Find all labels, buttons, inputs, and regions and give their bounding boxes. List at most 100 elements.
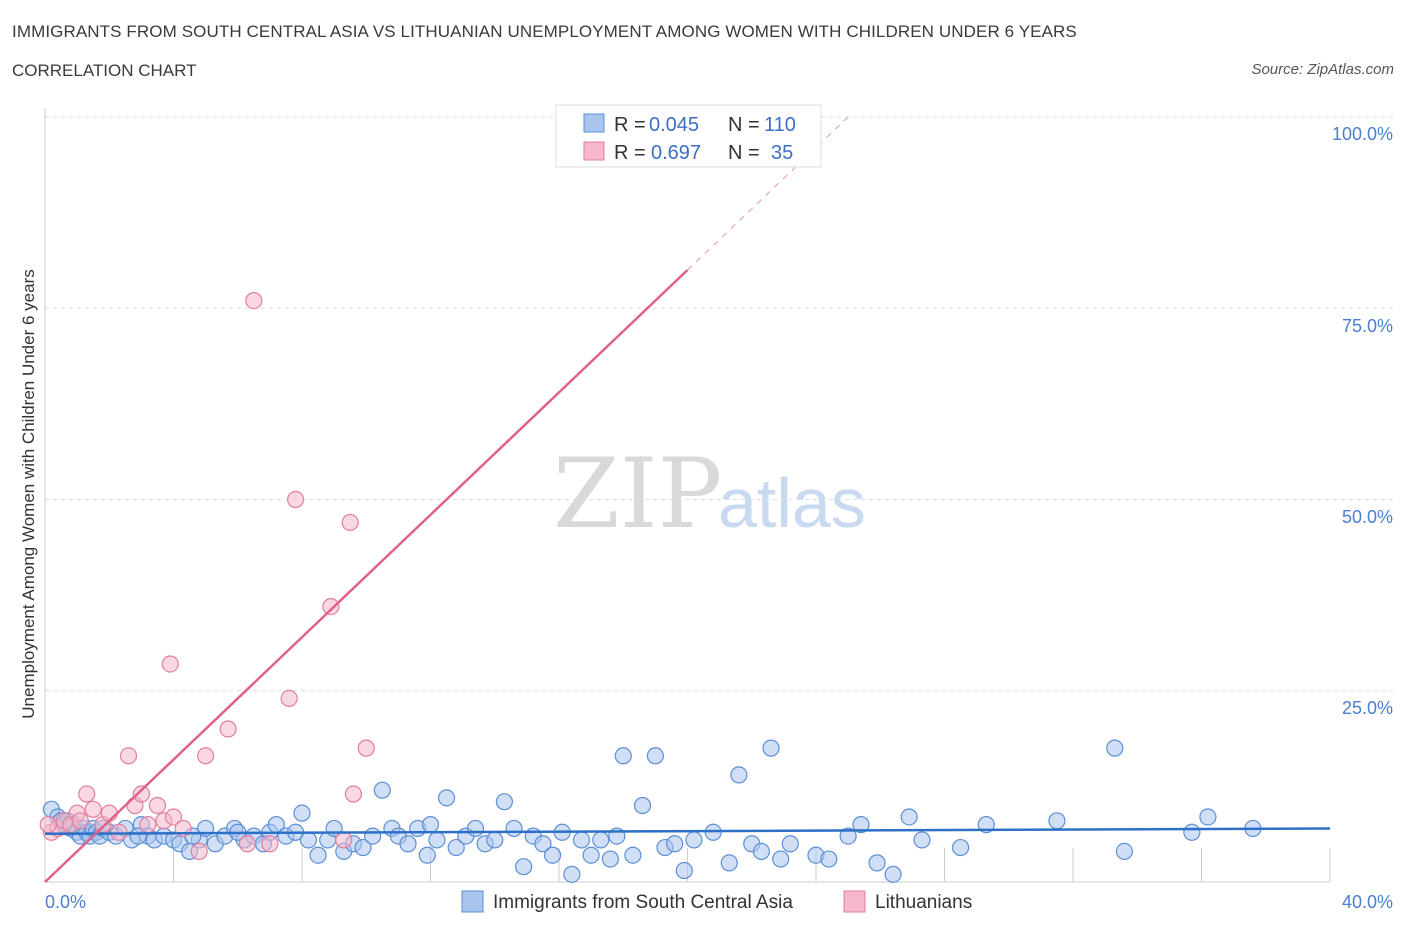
bottom-legend-swatch-pink (843, 890, 866, 913)
series-lithuanians-points (39, 108, 587, 861)
point-immigrants-62 (505, 819, 523, 838)
point-immigrants-61 (495, 793, 513, 811)
point-immigrants-87 (762, 739, 780, 757)
point-immigrants-55 (437, 789, 456, 807)
bottom-legend-swatch-blue (461, 890, 484, 913)
point-immigrants-102 (1115, 842, 1134, 861)
point-immigrants-76 (633, 796, 652, 815)
point-immigrants-98 (951, 838, 970, 857)
y-tick-label-100: 100.0% (1332, 124, 1393, 144)
legend-r-label-blue: R = (614, 114, 646, 136)
point-immigrants-48 (373, 781, 391, 799)
legend-r-label-pink: R = (614, 142, 646, 164)
point-immigrants-104 (1199, 808, 1217, 826)
point-immigrants-54 (428, 831, 446, 849)
point-immigrants-53 (418, 846, 436, 864)
point-immigrants-101 (1106, 739, 1124, 757)
point-lithuanians-13 (139, 816, 157, 834)
chart-subtitle: CORRELATION CHART (12, 61, 197, 80)
point-immigrants-84 (730, 766, 748, 784)
bottom-legend-label-immigrants: Immigrants from South Central Asia (493, 892, 793, 913)
point-immigrants-86 (752, 842, 770, 861)
correlation-legend: R = 0.045 N = 110 R = 0.697 N = 35 (555, 104, 822, 168)
bottom-legend-label-lithuanians: Lithuanians (875, 892, 972, 913)
point-immigrants-108 (421, 816, 440, 834)
point-immigrants-69 (572, 831, 591, 849)
point-immigrants-65 (534, 835, 552, 853)
point-lithuanians-16 (161, 655, 179, 673)
series-legend: Immigrants from South Central Asia Lithu… (461, 890, 972, 913)
y-tick-label-75: 75.0% (1342, 316, 1393, 336)
point-immigrants-94 (868, 854, 886, 872)
x-axis-ticks (173, 848, 1331, 882)
point-lithuanians-33 (39, 816, 57, 834)
point-lithuanians-12 (132, 785, 150, 803)
point-immigrants-47 (364, 827, 382, 845)
point-immigrants-91 (820, 850, 838, 868)
point-lithuanians-14 (148, 796, 167, 815)
point-lithuanians-10 (119, 747, 138, 765)
source-label: Source: ZipAtlas.com (1251, 61, 1394, 78)
point-immigrants-60 (486, 831, 504, 849)
point-lithuanians-24 (261, 835, 279, 853)
y-axis-label: Unemployment Among Women with Children U… (19, 269, 38, 718)
y-tick-label-50: 50.0% (1342, 507, 1393, 527)
chart-title: IMMIGRANTS FROM SOUTH CENTRAL ASIA VS LI… (12, 22, 1077, 41)
point-immigrants-92 (839, 827, 857, 845)
point-lithuanians-26 (286, 490, 305, 509)
point-lithuanians-22 (238, 835, 256, 853)
watermark-atlas: atlas (718, 464, 866, 542)
legend-n-value-pink: 35 (771, 142, 793, 164)
point-immigrants-83 (720, 854, 738, 872)
point-immigrants-71 (592, 831, 610, 849)
point-lithuanians-6 (84, 800, 102, 818)
x-tick-label-max: 40.0% (1342, 892, 1393, 912)
point-lithuanians-27 (322, 597, 340, 616)
series-immigrants-points (42, 739, 1262, 883)
legend-n-value-blue: 110 (764, 114, 796, 136)
point-immigrants-93 (852, 816, 870, 834)
point-immigrants-75 (624, 846, 642, 864)
point-immigrants-89 (781, 835, 799, 853)
legend-r-value-pink: 0.697 (651, 142, 701, 164)
point-immigrants-80 (675, 861, 693, 880)
legend-swatch-pink (583, 141, 605, 161)
point-immigrants-40 (299, 831, 318, 849)
legend-r-value-blue: 0.045 (649, 114, 699, 136)
legend-n-label-blue: N = (728, 114, 760, 136)
point-lithuanians-5 (78, 785, 96, 803)
point-lithuanians-23 (245, 292, 263, 310)
point-immigrants-100 (1048, 812, 1066, 830)
watermark-zip: ZIP (553, 438, 722, 550)
point-lithuanians-19 (190, 842, 208, 861)
legend-n-label-pink: N = (728, 142, 760, 164)
point-lithuanians-31 (357, 739, 375, 757)
point-immigrants-88 (772, 850, 790, 868)
point-immigrants-68 (563, 865, 581, 883)
trendline-immigrants (44, 827, 1331, 836)
point-lithuanians-20 (197, 747, 215, 765)
trendline-lithuanians (44, 269, 689, 883)
point-immigrants-96 (900, 808, 918, 826)
point-lithuanians-29 (344, 785, 362, 803)
point-lithuanians-17 (164, 808, 183, 826)
point-lithuanians-8 (100, 804, 118, 822)
point-immigrants-39 (293, 804, 311, 822)
point-immigrants-103 (1183, 823, 1201, 841)
point-lithuanians-28 (335, 831, 353, 849)
point-lithuanians-21 (219, 720, 237, 738)
point-immigrants-97 (913, 831, 931, 849)
point-lithuanians-25 (280, 689, 298, 708)
point-lithuanians-30 (341, 513, 359, 532)
point-immigrants-81 (685, 831, 703, 849)
point-immigrants-56 (447, 838, 465, 857)
point-lithuanians-34 (71, 812, 89, 830)
point-immigrants-70 (582, 846, 600, 864)
point-immigrants-77 (646, 747, 664, 765)
gridlines (45, 116, 1393, 692)
point-immigrants-58 (466, 819, 485, 838)
point-immigrants-79 (666, 835, 684, 853)
point-immigrants-106 (129, 827, 147, 845)
point-immigrants-41 (309, 846, 327, 864)
